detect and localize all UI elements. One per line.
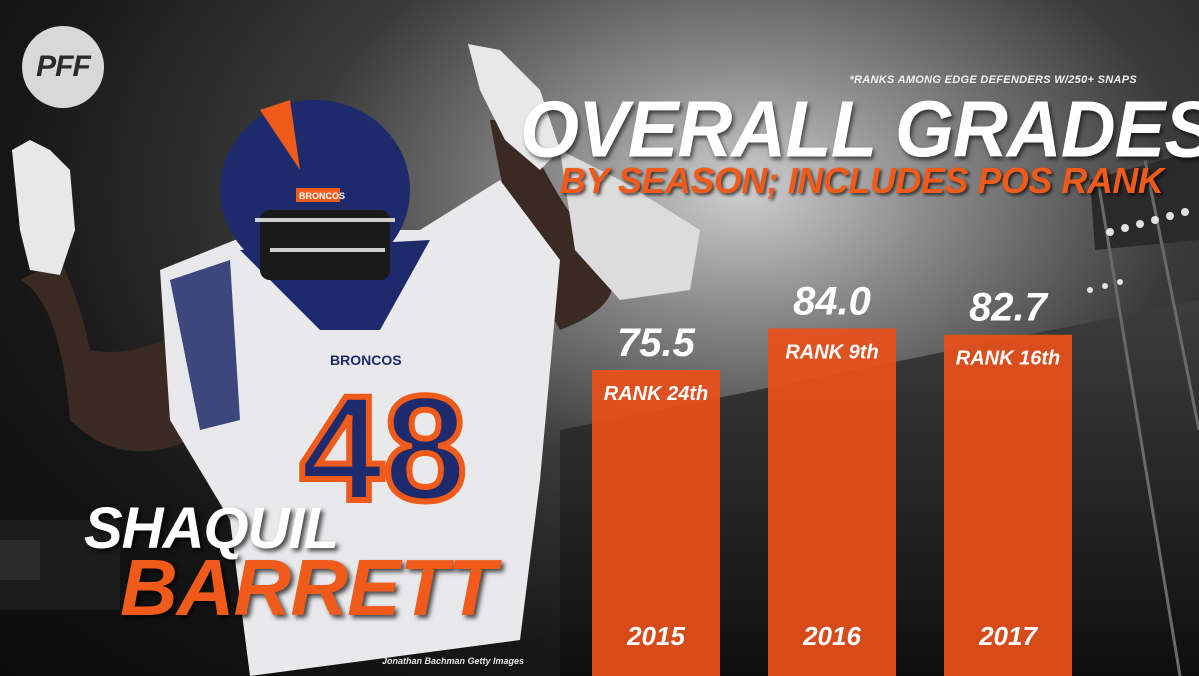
value-label-2016: 84.0 [793,279,871,323]
player-last-name: BARRETT [120,543,496,632]
category-label-2015: 2015 [626,621,685,651]
helmet-wordmark: BRONCOS [299,191,345,201]
footnote: *RANKS AMONG EDGE DEFENDERS W/250+ SNAPS [849,74,1137,86]
rank-label-2017: RANK 16th [956,348,1060,370]
value-label-2015: 75.5 [617,321,696,365]
bar-2015 [592,370,720,676]
chart-subtitle: BY SEASON; INCLUDES POS RANK [560,160,1164,201]
pff-logo: PFF [22,26,104,108]
jersey-number: 48 [300,364,467,532]
player-first-name: SHAQUIL [84,496,339,561]
category-label-2017: 2017 [978,621,1038,651]
bar-2016 [768,328,896,676]
chart-title: OVERALL GRADES [520,84,1199,175]
category-label-2016: 2016 [802,621,861,651]
rank-label-2016: RANK 9th [785,341,878,363]
photo-credit: Jonathan Bachman Getty Images [382,656,525,666]
bar-2017 [944,334,1072,676]
pff-logo-text: PFF [36,50,91,83]
rank-label-2015: RANK 24th [604,383,708,405]
jersey-wordmark: BRONCOS [330,352,402,368]
value-label-2017: 82.7 [969,286,1049,330]
